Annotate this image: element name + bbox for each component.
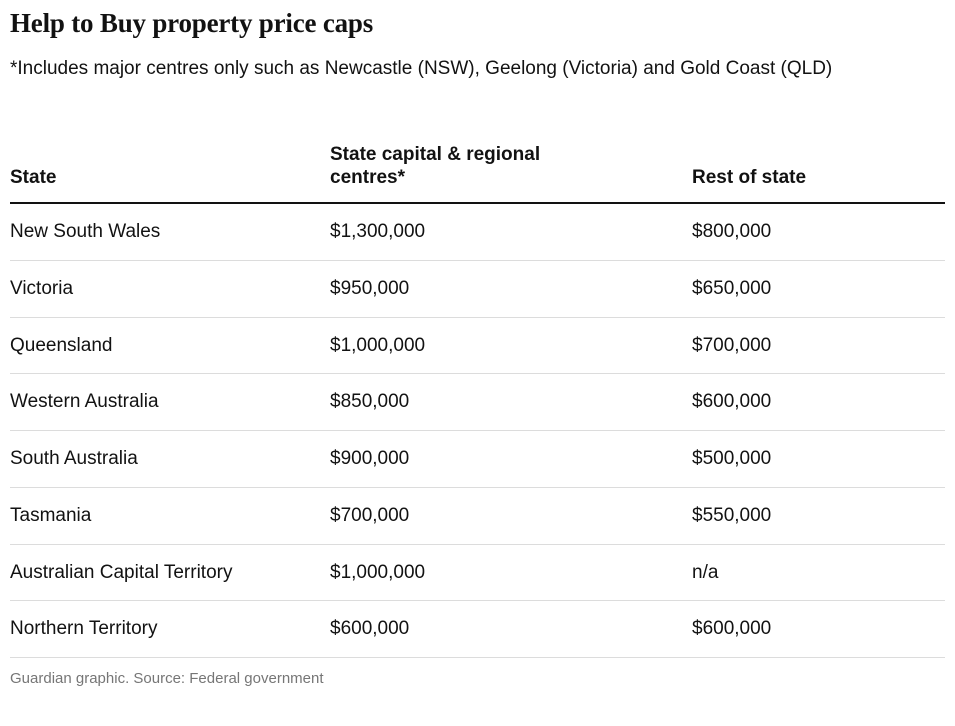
cell-state: Australian Capital Territory <box>10 544 330 602</box>
column-header-capital-label: State capital & regional centres* <box>330 143 541 189</box>
table-header-row: State State capital & regional centres* … <box>10 142 945 205</box>
column-header-state-label: State <box>10 167 57 189</box>
cell-capital-price: $1,000,000 <box>330 544 692 602</box>
cell-capital-price: $600,000 <box>330 600 692 659</box>
table-row: Victoria $950,000 $650,000 <box>10 260 945 318</box>
table-row: Queensland $1,000,000 $700,000 <box>10 317 945 375</box>
cell-rest-price: $600,000 <box>692 600 945 659</box>
table-row: Tasmania $700,000 $550,000 <box>10 487 945 545</box>
page-title: Help to Buy property price caps <box>10 8 374 38</box>
footnote-text: *Includes major centres only such as New… <box>10 58 833 79</box>
table-row: South Australia $900,000 $500,000 <box>10 430 945 488</box>
cell-capital-price: $700,000 <box>330 487 692 545</box>
cell-capital-price: $900,000 <box>330 430 692 488</box>
cell-capital-price: $950,000 <box>330 260 692 318</box>
source-credit: Guardian graphic. Source: Federal govern… <box>10 670 324 688</box>
table-row: Australian Capital Territory $1,000,000 … <box>10 544 945 602</box>
cell-rest-price: $800,000 <box>692 203 945 261</box>
cell-capital-price: $1,000,000 <box>330 317 692 375</box>
cell-capital-price: $850,000 <box>330 373 692 432</box>
cell-rest-price: $550,000 <box>692 487 945 545</box>
cell-state: South Australia <box>10 430 330 488</box>
table-row: New South Wales $1,300,000 $800,000 <box>10 203 945 261</box>
cell-rest-price: $700,000 <box>692 317 945 375</box>
column-header-rest-label: Rest of state <box>692 167 807 189</box>
cell-rest-price: n/a <box>692 544 945 602</box>
cell-rest-price: $600,000 <box>692 373 945 432</box>
cell-state: Victoria <box>10 260 330 318</box>
cell-rest-price: $500,000 <box>692 430 945 488</box>
cell-rest-price: $650,000 <box>692 260 945 318</box>
cell-capital-price: $1,300,000 <box>330 203 692 261</box>
column-header-capital: State capital & regional centres* <box>330 142 692 205</box>
cell-state: Western Australia <box>10 373 330 432</box>
cell-state: Queensland <box>10 317 330 375</box>
cell-state: Northern Territory <box>10 600 330 659</box>
cell-state: New South Wales <box>10 203 330 261</box>
price-caps-table: State State capital & regional centres* … <box>10 142 945 659</box>
table-row: Northern Territory $600,000 $600,000 <box>10 600 945 659</box>
table-row: Western Australia $850,000 $600,000 <box>10 373 945 432</box>
column-header-rest: Rest of state <box>692 142 945 205</box>
cell-state: Tasmania <box>10 487 330 545</box>
column-header-state: State <box>10 142 330 205</box>
